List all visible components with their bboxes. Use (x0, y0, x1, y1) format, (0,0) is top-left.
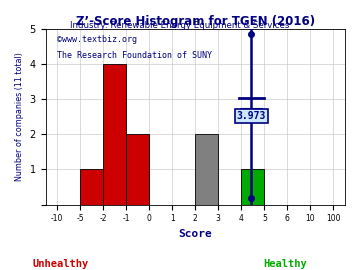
Text: Industry: Renewable Energy Equipment & Services: Industry: Renewable Energy Equipment & S… (70, 21, 290, 30)
Text: Unhealthy: Unhealthy (32, 259, 89, 269)
Text: 3.973: 3.973 (237, 111, 266, 121)
Bar (103, 64, 126, 204)
Text: ©www.textbiz.org: ©www.textbiz.org (57, 35, 137, 45)
Bar (195, 134, 218, 204)
Text: Healthy: Healthy (263, 259, 307, 269)
Text: The Research Foundation of SUNY: The Research Foundation of SUNY (57, 51, 212, 60)
Bar (80, 170, 103, 204)
Y-axis label: Number of companies (11 total): Number of companies (11 total) (15, 52, 24, 181)
Title: Z’-Score Histogram for TGEN (2016): Z’-Score Histogram for TGEN (2016) (76, 15, 315, 28)
Bar (126, 134, 149, 204)
Bar (241, 170, 264, 204)
X-axis label: Score: Score (179, 229, 212, 239)
